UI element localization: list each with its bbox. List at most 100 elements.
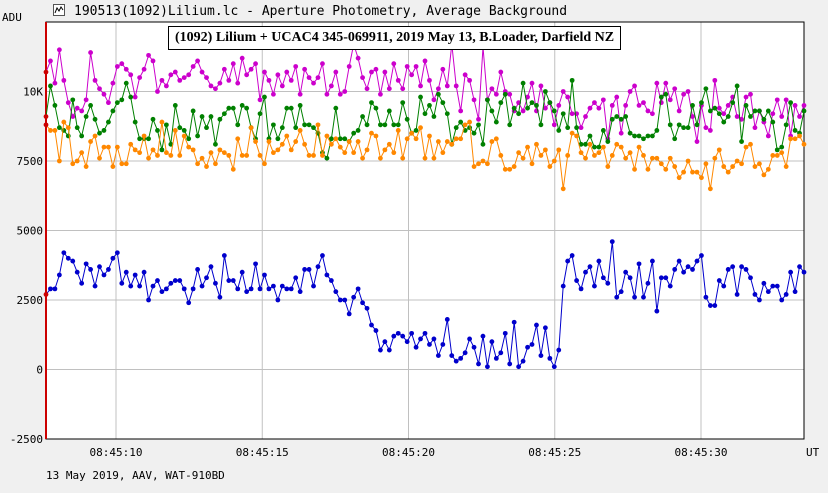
data-point [583,141,588,147]
data-point [97,86,102,92]
data-point [226,77,232,83]
data-point [681,91,687,97]
data-point [614,294,620,300]
data-point [284,105,290,111]
data-point [583,155,588,161]
data-point [204,164,209,169]
data-point [507,91,513,97]
data-point [114,250,120,256]
data-point [592,144,597,150]
data-point [770,111,776,117]
data-point [56,158,62,164]
data-point [378,155,383,161]
data-point [395,128,401,133]
data-point [324,155,330,161]
data-point [257,153,263,158]
data-point [707,108,713,114]
data-point [685,89,691,94]
data-point [43,292,49,297]
data-point [391,150,397,156]
series-3 [43,119,807,192]
data-point [346,64,352,69]
data-point [556,103,562,108]
data-point [279,283,285,289]
data-point [694,122,700,128]
data-point [663,166,669,172]
data-point [106,119,111,125]
data-point [65,125,71,131]
data-point [119,280,125,286]
data-point [542,147,548,153]
data-point [141,66,147,72]
data-point [516,150,522,156]
data-point [547,355,553,361]
data-point [110,255,116,261]
chart-title: (1092) Lilium + UCAC4 345-069911, 2019 M… [168,26,622,50]
data-point [538,353,544,358]
data-point [284,133,290,139]
data-point [730,100,736,106]
data-point [493,119,499,125]
data-point [712,155,718,161]
data-point [627,275,633,281]
data-point [743,94,749,100]
data-point [476,161,481,167]
data-point [703,294,709,300]
data-point [583,269,588,275]
data-point [114,144,120,150]
data-point [199,114,205,119]
data-point [636,103,642,108]
data-point [712,77,718,83]
data-point [801,269,807,275]
data-point [427,77,432,83]
data-point [658,161,664,167]
data-point [667,122,673,128]
series-4 [43,239,807,370]
data-point [587,105,593,111]
data-point [52,286,58,292]
data-point [654,80,660,86]
data-point [641,136,646,142]
data-point [333,105,339,111]
data-point [797,114,802,119]
data-point [262,69,267,75]
data-point [716,105,722,111]
window-titlebar[interactable]: 190513(1092)Lilium.lc - Aperture Photome… [0,0,828,22]
data-point [400,155,406,161]
data-point [743,267,749,272]
data-point [311,153,316,158]
data-point [676,175,682,181]
data-point [150,147,156,153]
data-point [783,122,789,128]
data-point [190,286,196,292]
data-point [297,91,303,97]
data-point [128,72,134,78]
data-point [235,136,241,142]
data-point [293,275,299,281]
data-point [511,319,517,325]
data-point [574,133,579,139]
data-point [83,97,89,103]
data-point [186,144,192,150]
data-point [128,283,134,289]
data-point [529,80,535,86]
data-point [123,66,129,72]
data-point [752,292,758,297]
data-point [168,153,174,158]
data-point [244,105,250,111]
footer-info: 13 May 2019, AAV, WAT-910BD [46,469,225,482]
series-1 [43,41,807,144]
data-point [101,272,107,278]
data-point [320,61,325,67]
data-point [391,122,397,128]
data-point [779,144,785,150]
data-point [279,141,285,147]
data-point [783,164,789,169]
data-point [681,125,687,131]
y-tick-label: 10K [23,86,43,99]
data-point [716,147,722,153]
data-point [235,122,241,128]
data-point [471,130,477,136]
data-point [440,66,446,72]
data-point [770,283,776,289]
